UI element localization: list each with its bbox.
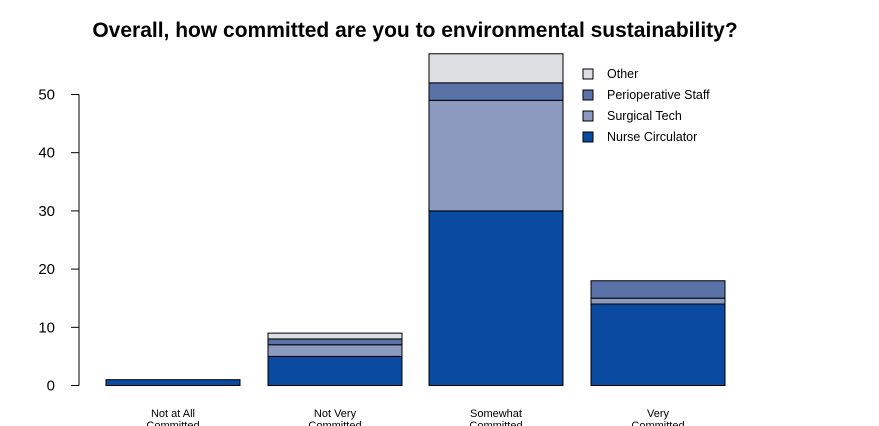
bars [105, 53, 726, 386]
legend-label: Perioperative Staff [607, 88, 710, 102]
bar-segment [267, 344, 403, 357]
legend-swatch [582, 110, 594, 122]
legend-swatch [582, 68, 594, 80]
bar-segment [105, 379, 241, 386]
bar-segment [428, 82, 564, 101]
x-category-label: Not at All Committed [146, 408, 199, 426]
bar-segment [590, 280, 726, 299]
y-tick-label: 50 [38, 87, 55, 104]
legend-label: Surgical Tech [607, 109, 682, 123]
x-axis-labels: Not at All Committed Not Very Committed Some… [146, 408, 684, 426]
x-category-label: Not Very Committed [308, 408, 361, 426]
y-tick-label: 20 [38, 261, 55, 278]
bar-segment [267, 332, 403, 340]
bar-segment [428, 210, 564, 386]
bar-segment [428, 53, 564, 84]
legend-swatch [582, 131, 594, 143]
y-axis: 0 10 20 30 40 50 [38, 87, 80, 395]
y-tick-label: 10 [38, 319, 55, 336]
x-category-label: Somewhat Committed [469, 408, 522, 426]
legend-swatch [582, 89, 594, 101]
legend-label: Nurse Circulator [607, 130, 697, 144]
bar-segment [267, 338, 403, 346]
bar-segment [428, 99, 564, 212]
bar-segment [590, 297, 726, 305]
legend: Other Perioperative Staff Surgical Tech Nur… [582, 67, 710, 144]
chart-title: Overall, how committed are you to enviro… [92, 19, 737, 42]
bar-segment [267, 355, 403, 386]
x-category-label: Very Committed [631, 408, 684, 426]
y-tick-label: 0 [47, 378, 55, 395]
bar-segment [590, 303, 726, 386]
y-tick-label: 40 [38, 145, 55, 162]
legend-label: Other [607, 67, 638, 81]
y-tick-label: 30 [38, 203, 55, 220]
